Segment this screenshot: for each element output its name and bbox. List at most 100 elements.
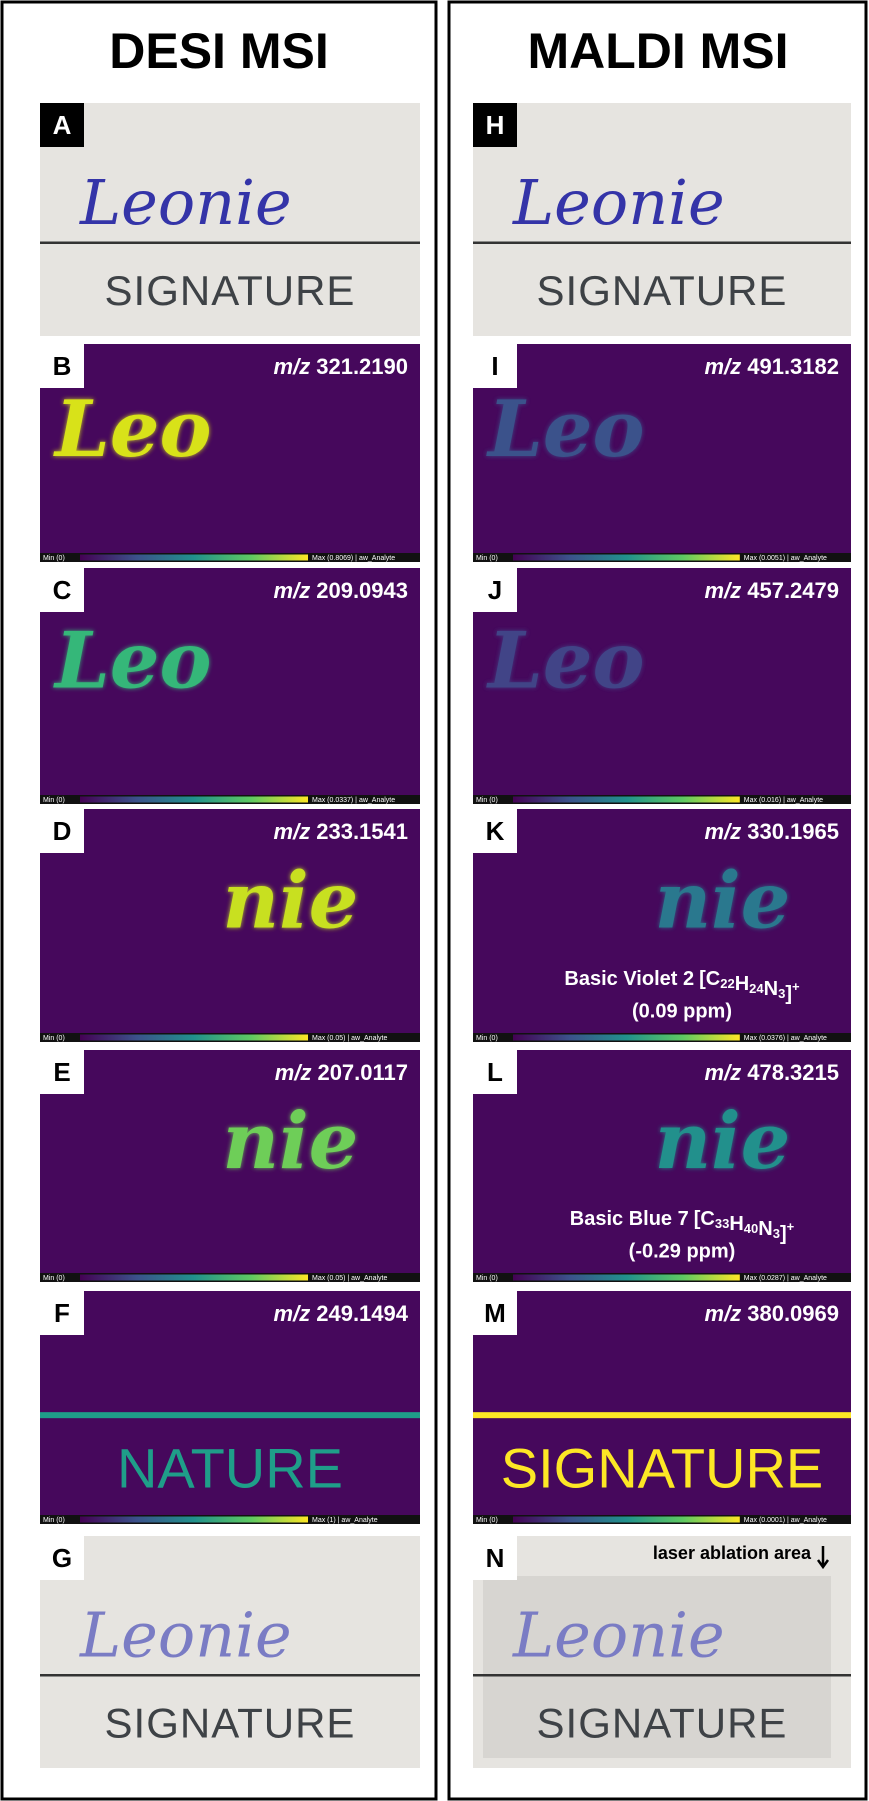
count: 22	[720, 976, 734, 991]
panel-letter: M	[484, 1298, 506, 1328]
mz-value: 380.0969	[747, 1301, 839, 1326]
mz-label: m/z380.0969	[705, 1301, 839, 1326]
panel: LeoLeom/z491.3182Min (0)Max (0.0051) | a…	[473, 344, 851, 562]
panel-letter: E	[53, 1057, 70, 1087]
colorbar-max: Max (0.05) | aw_Analyte	[312, 1275, 387, 1282]
ion-image: nie	[654, 855, 790, 946]
handwriting: Leonie	[79, 166, 292, 239]
caption: SIGNATURE	[105, 1699, 356, 1746]
panel-letter: F	[54, 1298, 70, 1328]
colorbar	[80, 797, 308, 803]
colorbar-min: Min (0)	[476, 1275, 498, 1282]
bracket: ]	[780, 1223, 787, 1245]
colorbar	[513, 1517, 740, 1523]
mz-prefix: m/z	[705, 578, 742, 603]
panel-letter: A	[53, 110, 72, 140]
panel-letter: K	[486, 816, 505, 846]
ion-image: nie	[222, 855, 358, 946]
handwriting: Leonie	[79, 1599, 292, 1672]
colorbar-min: Min (0)	[43, 797, 65, 804]
ion-image: Leo	[486, 616, 645, 707]
panel: laser ablation area Leonie SIGNATURE N	[473, 1536, 851, 1768]
mz-label: m/z233.1541	[274, 819, 408, 844]
colorbar	[513, 1035, 740, 1041]
handwriting: Leonie	[512, 166, 725, 239]
panel-letter: C	[53, 575, 72, 605]
ppm-label: (0.09 ppm)	[632, 1000, 732, 1022]
colorbar-max: Max (0.05) | aw_Analyte	[312, 1035, 387, 1042]
colorbar-min: Min (0)	[43, 1517, 65, 1524]
ion-image: nie	[222, 1096, 358, 1187]
ion-image: NATURE	[117, 1437, 343, 1500]
panel-letter: N	[486, 1543, 505, 1573]
mz-prefix: m/z	[705, 354, 742, 379]
mz-prefix: m/z	[275, 1060, 312, 1085]
element: N	[758, 1218, 772, 1240]
mz-label: m/z478.3215	[705, 1060, 839, 1085]
count: 33	[715, 1216, 729, 1231]
panel: LeoLeom/z321.2190Min (0)Max (0.8069) | a…	[40, 344, 420, 562]
mz-prefix: m/z	[705, 1301, 742, 1326]
compound-name: Basic Violet 2	[564, 968, 694, 990]
panel-letter: J	[488, 575, 502, 605]
colorbar-min: Min (0)	[476, 797, 498, 804]
ion-image: Leo	[486, 384, 645, 475]
mz-value: 207.0117	[317, 1060, 408, 1085]
mz-value: 478.3215	[747, 1060, 839, 1085]
mz-value: 209.0943	[316, 578, 408, 603]
mz-value: 249.1494	[316, 1301, 409, 1326]
mz-value: 233.1541	[316, 819, 408, 844]
panel-letter: D	[53, 816, 72, 846]
mz-value: 321.2190	[316, 354, 408, 379]
count: 40	[744, 1221, 758, 1236]
panel: nieniem/z233.1541Min (0)Max (0.05) | aw_…	[40, 809, 420, 1042]
ppm-label: (-0.29 ppm)	[629, 1240, 736, 1262]
colorbar-min: Min (0)	[476, 1517, 498, 1524]
mz-prefix: m/z	[274, 819, 311, 844]
mz-prefix: m/z	[274, 578, 311, 603]
panel-letter: L	[487, 1057, 503, 1087]
colorbar-max: Max (0.0051) | aw_Analyte	[744, 555, 827, 562]
panel: Leonie SIGNATURE A	[40, 103, 420, 336]
colorbar-max: Max (0.0001) | aw_Analyte	[744, 1517, 827, 1524]
mz-label: m/z249.1494	[274, 1301, 409, 1326]
element: N	[764, 978, 778, 1000]
colorbar-min: Min (0)	[43, 555, 65, 562]
page: DESI MSILeonieSIGNATUREALeoLeom/z321.219…	[0, 0, 869, 1801]
colorbar	[80, 1275, 308, 1281]
colorbar	[80, 555, 308, 561]
column-title: MALDI MSI	[527, 23, 788, 79]
figure: DESI MSILeonieSIGNATUREALeoLeom/z321.219…	[0, 0, 869, 1801]
ion-image: Leo	[53, 384, 212, 475]
colorbar-min: Min (0)	[476, 1035, 498, 1042]
mz-prefix: m/z	[705, 1060, 742, 1085]
ion-image: Leo	[53, 616, 212, 707]
colorbar-min: Min (0)	[43, 1035, 65, 1042]
colorbar	[80, 1035, 308, 1041]
colorbar	[80, 1517, 308, 1523]
handwriting: Leonie	[512, 1599, 725, 1672]
element: C	[706, 968, 720, 990]
ion-line	[40, 1412, 420, 1418]
ion-image: SIGNATURE	[501, 1437, 824, 1500]
panel: SIGNATURE m/z380.0969 Min (0) Max (0.0001) …	[473, 1291, 851, 1524]
panel-letter: I	[491, 351, 498, 381]
mz-value: 491.3182	[747, 354, 839, 379]
colorbar-max: Max (0.0337) | aw_Analyte	[312, 797, 395, 804]
ion-line	[473, 1412, 851, 1418]
ion-image: nie	[654, 1096, 790, 1187]
annotation: laser ablation area	[653, 1543, 812, 1563]
panel-letter: G	[52, 1543, 72, 1573]
caption: SIGNATURE	[105, 267, 356, 314]
colorbar-max: Max (1) | aw_Analyte	[312, 1517, 378, 1524]
caption: SIGNATURE	[537, 1699, 788, 1746]
